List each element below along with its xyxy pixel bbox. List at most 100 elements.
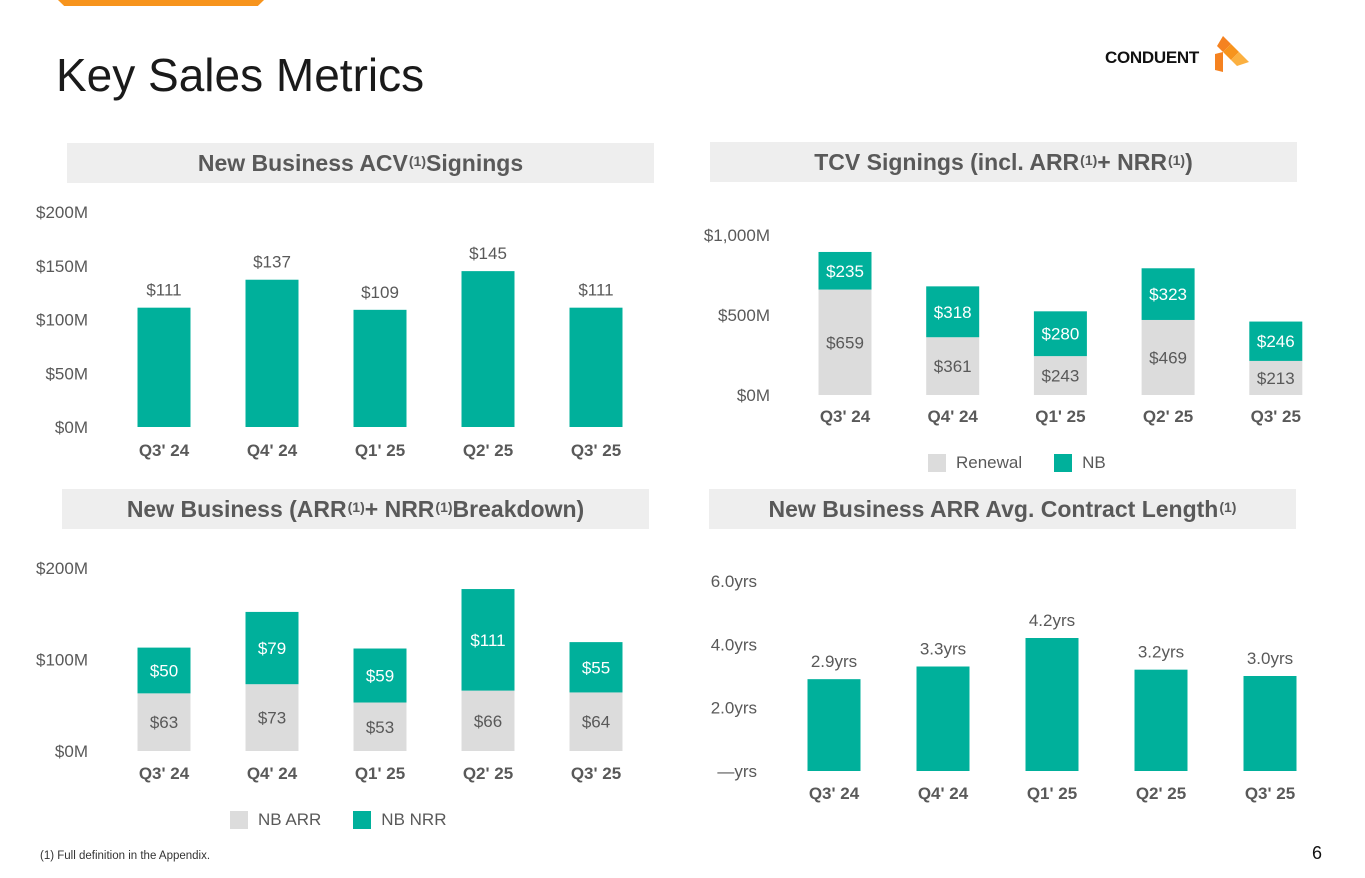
legend-swatch-renewal xyxy=(928,454,946,472)
logo-text: CONDUENT xyxy=(1105,48,1199,67)
y-tick-label: —yrs xyxy=(717,762,757,781)
bar xyxy=(1025,638,1079,771)
bar-segment-lower xyxy=(461,690,515,751)
legend-item-nb-nrr: NB NRR xyxy=(353,810,446,830)
data-label: $235 xyxy=(826,262,864,281)
tcv-legend: Renewal NB xyxy=(928,453,1138,473)
data-label: $246 xyxy=(1257,332,1295,351)
bar-segment-upper xyxy=(137,647,191,694)
legend-label-nb: NB xyxy=(1082,453,1106,472)
y-tick-label: $100M xyxy=(36,651,88,670)
x-tick-label: Q2' 25 xyxy=(463,441,513,460)
x-tick-label: Q2' 25 xyxy=(463,764,513,783)
data-label: $469 xyxy=(1149,348,1187,367)
x-tick-label: Q3' 24 xyxy=(820,407,871,426)
panel-title-nb-breakdown: New Business (ARR (1) + NRR (1) Breakdown) xyxy=(62,489,649,529)
data-label: $55 xyxy=(582,658,610,677)
bar xyxy=(807,679,861,771)
panel-title-tcv: TCV Signings (incl. ARR (1) + NRR (1)) xyxy=(710,142,1297,182)
data-label: $145 xyxy=(469,244,507,263)
bar-segment-lower xyxy=(245,684,299,751)
legend-item-renewal: Renewal xyxy=(928,453,1022,473)
bar xyxy=(916,666,970,771)
data-label: 3.0yrs xyxy=(1247,649,1293,668)
bar-segment-upper xyxy=(818,251,872,290)
legend-label-nb-arr: NB ARR xyxy=(258,810,322,829)
nb-breakdown-legend: NB ARR NB NRR xyxy=(230,810,478,830)
y-tick-label: $100M xyxy=(36,311,88,330)
y-tick-label: $0M xyxy=(55,742,88,761)
data-label: $361 xyxy=(934,357,972,376)
data-label: 3.3yrs xyxy=(920,640,966,659)
x-tick-label: Q1' 25 xyxy=(1035,407,1085,426)
data-label: $53 xyxy=(366,718,394,737)
bar-segment-lower xyxy=(1141,319,1195,395)
y-tick-label: 2.0yrs xyxy=(711,699,757,718)
x-tick-label: Q1' 25 xyxy=(355,764,405,783)
data-label: $323 xyxy=(1149,285,1187,304)
y-tick-label: $0M xyxy=(737,386,770,405)
x-tick-label: Q4' 24 xyxy=(247,441,298,460)
x-tick-label: Q2' 25 xyxy=(1143,407,1193,426)
bar-segment-lower xyxy=(818,289,872,395)
data-label: 3.2yrs xyxy=(1138,643,1184,662)
data-label: $111 xyxy=(578,281,613,300)
y-tick-label: $150M xyxy=(36,257,88,276)
data-label: $280 xyxy=(1041,325,1079,344)
data-label: $63 xyxy=(150,713,178,732)
data-label: $243 xyxy=(1041,367,1079,386)
x-tick-label: Q1' 25 xyxy=(355,441,405,460)
y-tick-label: $0M xyxy=(55,418,88,437)
y-tick-label: 4.0yrs xyxy=(711,635,757,654)
panel-title-contract-length: New Business ARR Avg. Contract Length (1) xyxy=(709,489,1296,529)
data-label: $59 xyxy=(366,667,394,686)
data-label: $79 xyxy=(258,639,286,658)
conduent-logo: CONDUENT xyxy=(1105,34,1255,76)
x-tick-label: Q2' 25 xyxy=(1136,784,1186,803)
bar xyxy=(1134,669,1188,771)
x-tick-label: Q4' 24 xyxy=(928,407,979,426)
footnote: (1) Full definition in the Appendix. xyxy=(40,850,211,862)
bar-segment-upper xyxy=(569,642,623,693)
data-label: 4.2yrs xyxy=(1029,611,1075,630)
y-tick-label: $50M xyxy=(45,364,88,383)
y-tick-label: 6.0yrs xyxy=(711,572,757,591)
top-accent-bar xyxy=(58,0,264,6)
x-tick-label: Q4' 24 xyxy=(247,764,298,783)
bar xyxy=(137,307,191,427)
data-label: $659 xyxy=(826,333,864,352)
bar xyxy=(245,279,299,427)
data-label: $137 xyxy=(253,253,291,272)
bar-segment-lower xyxy=(137,693,191,751)
bar-segment-lower xyxy=(1033,356,1087,395)
bar-segment-upper xyxy=(461,589,515,691)
bar-segment-upper xyxy=(926,286,980,338)
bar xyxy=(569,307,623,427)
bar-segment-upper xyxy=(245,611,299,685)
bar-segment-upper xyxy=(1141,268,1195,320)
legend-label-renewal: Renewal xyxy=(956,453,1023,472)
x-tick-label: Q1' 25 xyxy=(1027,784,1077,803)
data-label: $66 xyxy=(474,712,502,731)
y-tick-label: $200M xyxy=(36,203,88,222)
data-label: $111 xyxy=(470,631,505,650)
x-tick-label: Q4' 24 xyxy=(918,784,969,803)
data-label: $111 xyxy=(146,281,181,300)
data-label: $213 xyxy=(1257,369,1295,388)
data-label: $64 xyxy=(582,713,610,732)
bar-segment-upper xyxy=(1033,311,1087,357)
page-number: 6 xyxy=(1312,843,1323,863)
x-tick-label: Q3' 24 xyxy=(139,764,190,783)
x-tick-label: Q3' 25 xyxy=(1251,407,1301,426)
data-label: $109 xyxy=(361,283,399,302)
contract-length-chart: —yrs 2.0yrs 4.0yrs 6.0yrs Q3' 24 Q4' 24 Q1' 25… xyxy=(711,572,1297,803)
tcv-signings-chart: $0M $500M $1,000M Q3' 24 Q4' 24 Q1' 25 Q2' 25 Q… xyxy=(704,226,1303,426)
bar xyxy=(461,271,515,427)
legend-label-nb-nrr: NB NRR xyxy=(381,810,447,829)
panel-title-acv: New Business ACV (1) Signings xyxy=(67,143,654,183)
bar-segment-lower xyxy=(569,692,623,751)
data-label: $73 xyxy=(258,709,286,728)
legend-swatch-nb-nrr xyxy=(353,811,372,829)
legend-swatch-nb xyxy=(1054,454,1073,472)
bar-segment-upper xyxy=(1249,321,1303,361)
